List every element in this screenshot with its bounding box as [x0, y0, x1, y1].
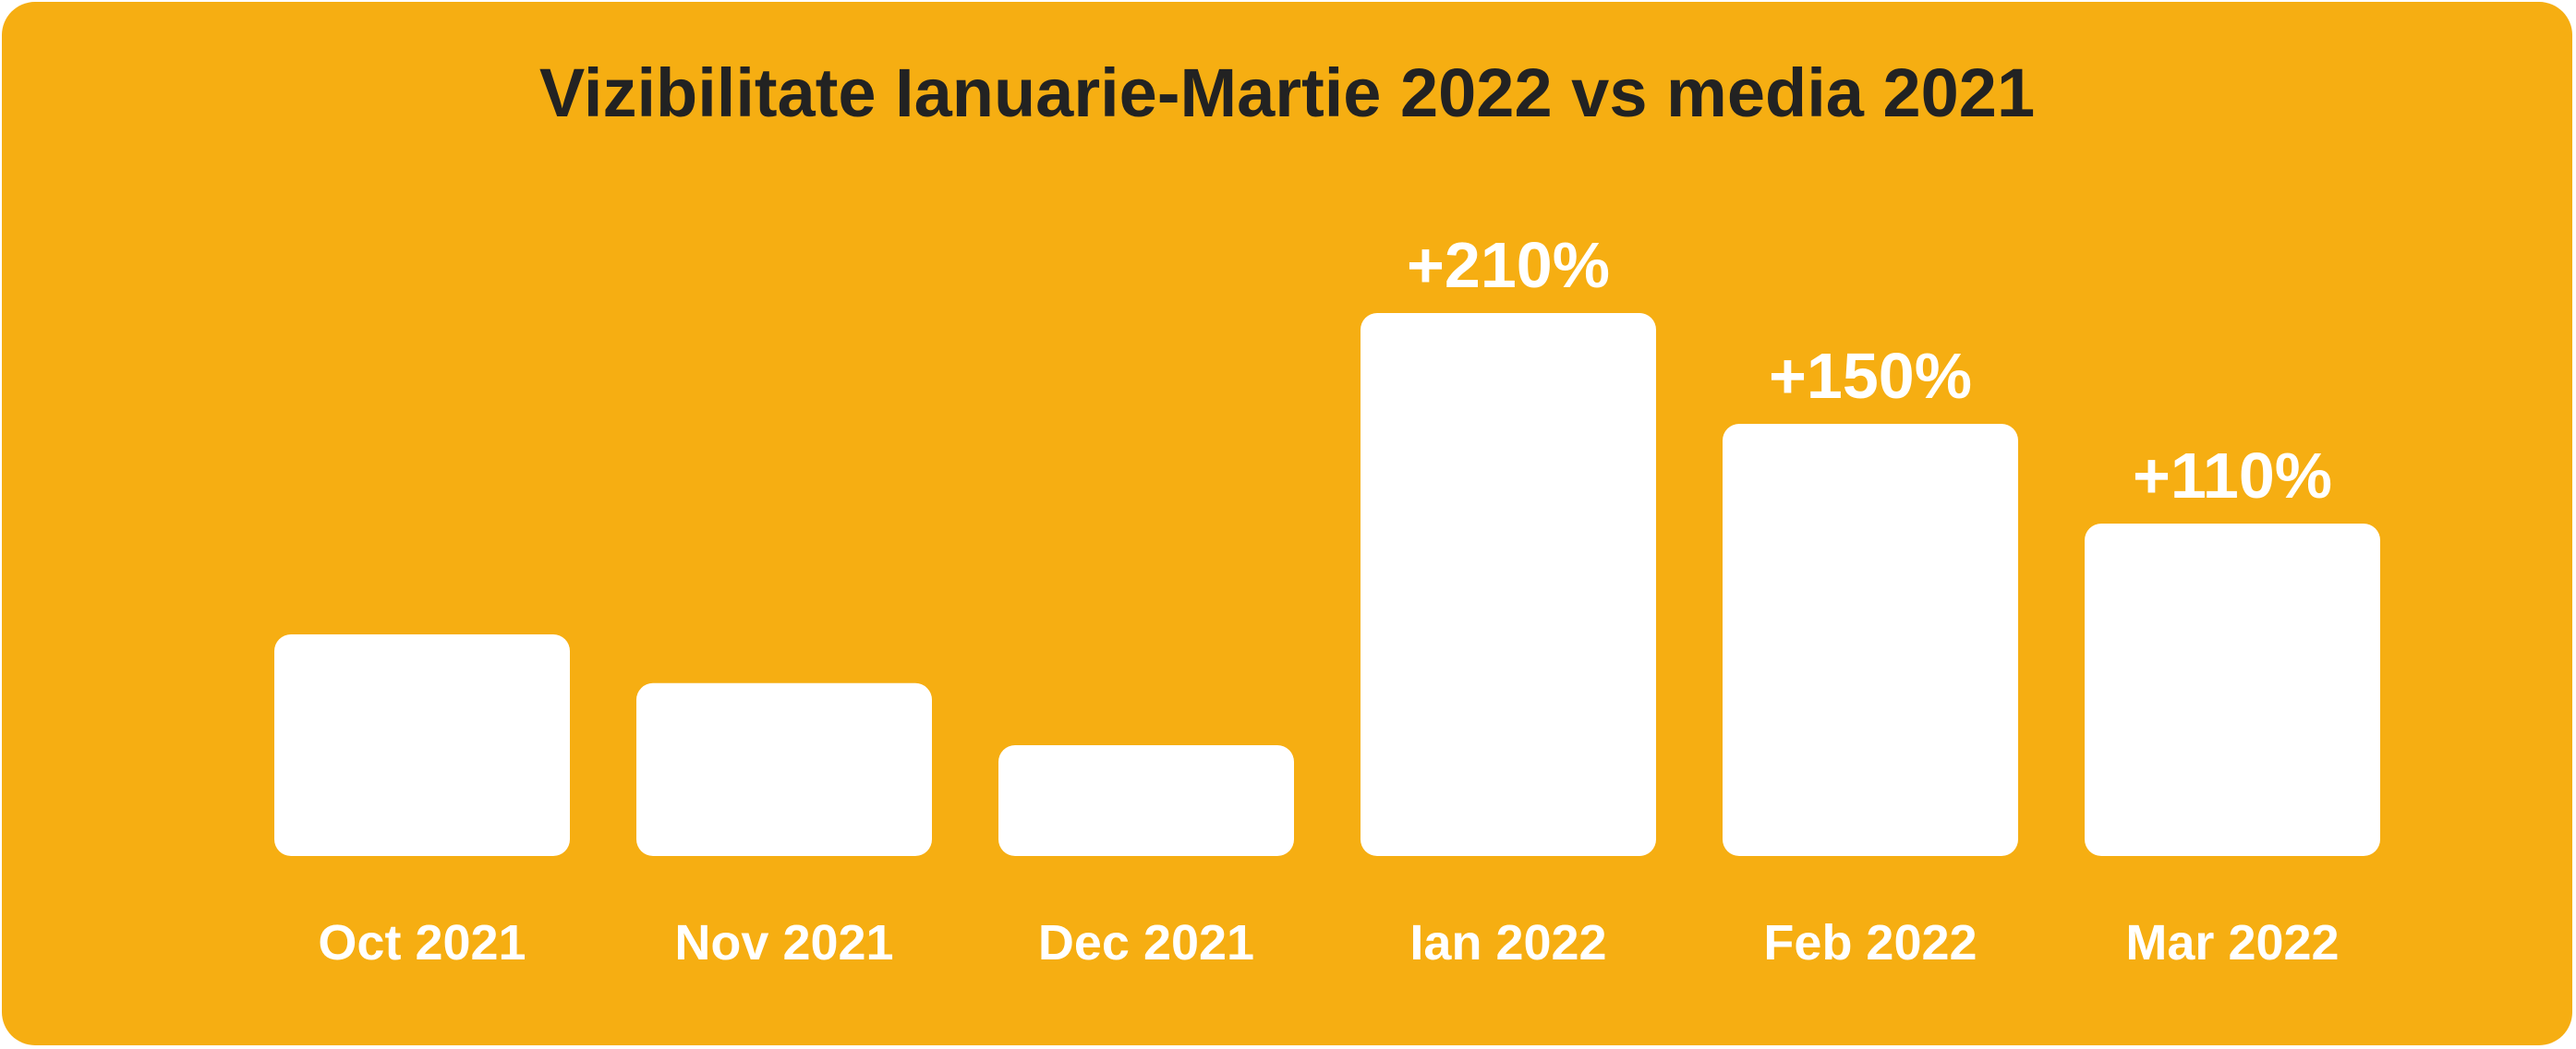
- data-label-feb-2022: +150%: [1769, 340, 1972, 412]
- bar-mar-2022: [2085, 524, 2380, 856]
- x-tick-label: Dec 2021: [1038, 915, 1254, 971]
- x-tick-label: Nov 2021: [674, 915, 893, 971]
- data-label-ian-2022: +210%: [1407, 229, 1610, 301]
- bar-nov-2021: [636, 682, 932, 856]
- x-tick-label: Ian 2022: [1409, 915, 1606, 971]
- bar-dec-2021: [998, 745, 1294, 856]
- bar-ian-2022: [1361, 313, 1656, 856]
- x-tick-label: Feb 2022: [1763, 915, 1977, 971]
- x-tick-label: Mar 2022: [2125, 915, 2339, 971]
- x-tick-label: Oct 2021: [318, 915, 526, 971]
- bar-feb-2022: [1723, 424, 2018, 856]
- bar-oct-2021: [274, 634, 570, 856]
- data-label-mar-2022: +110%: [2133, 440, 2332, 512]
- chart-title: Vizibilitate Ianuarie-Martie 2022 vs med…: [538, 54, 2036, 131]
